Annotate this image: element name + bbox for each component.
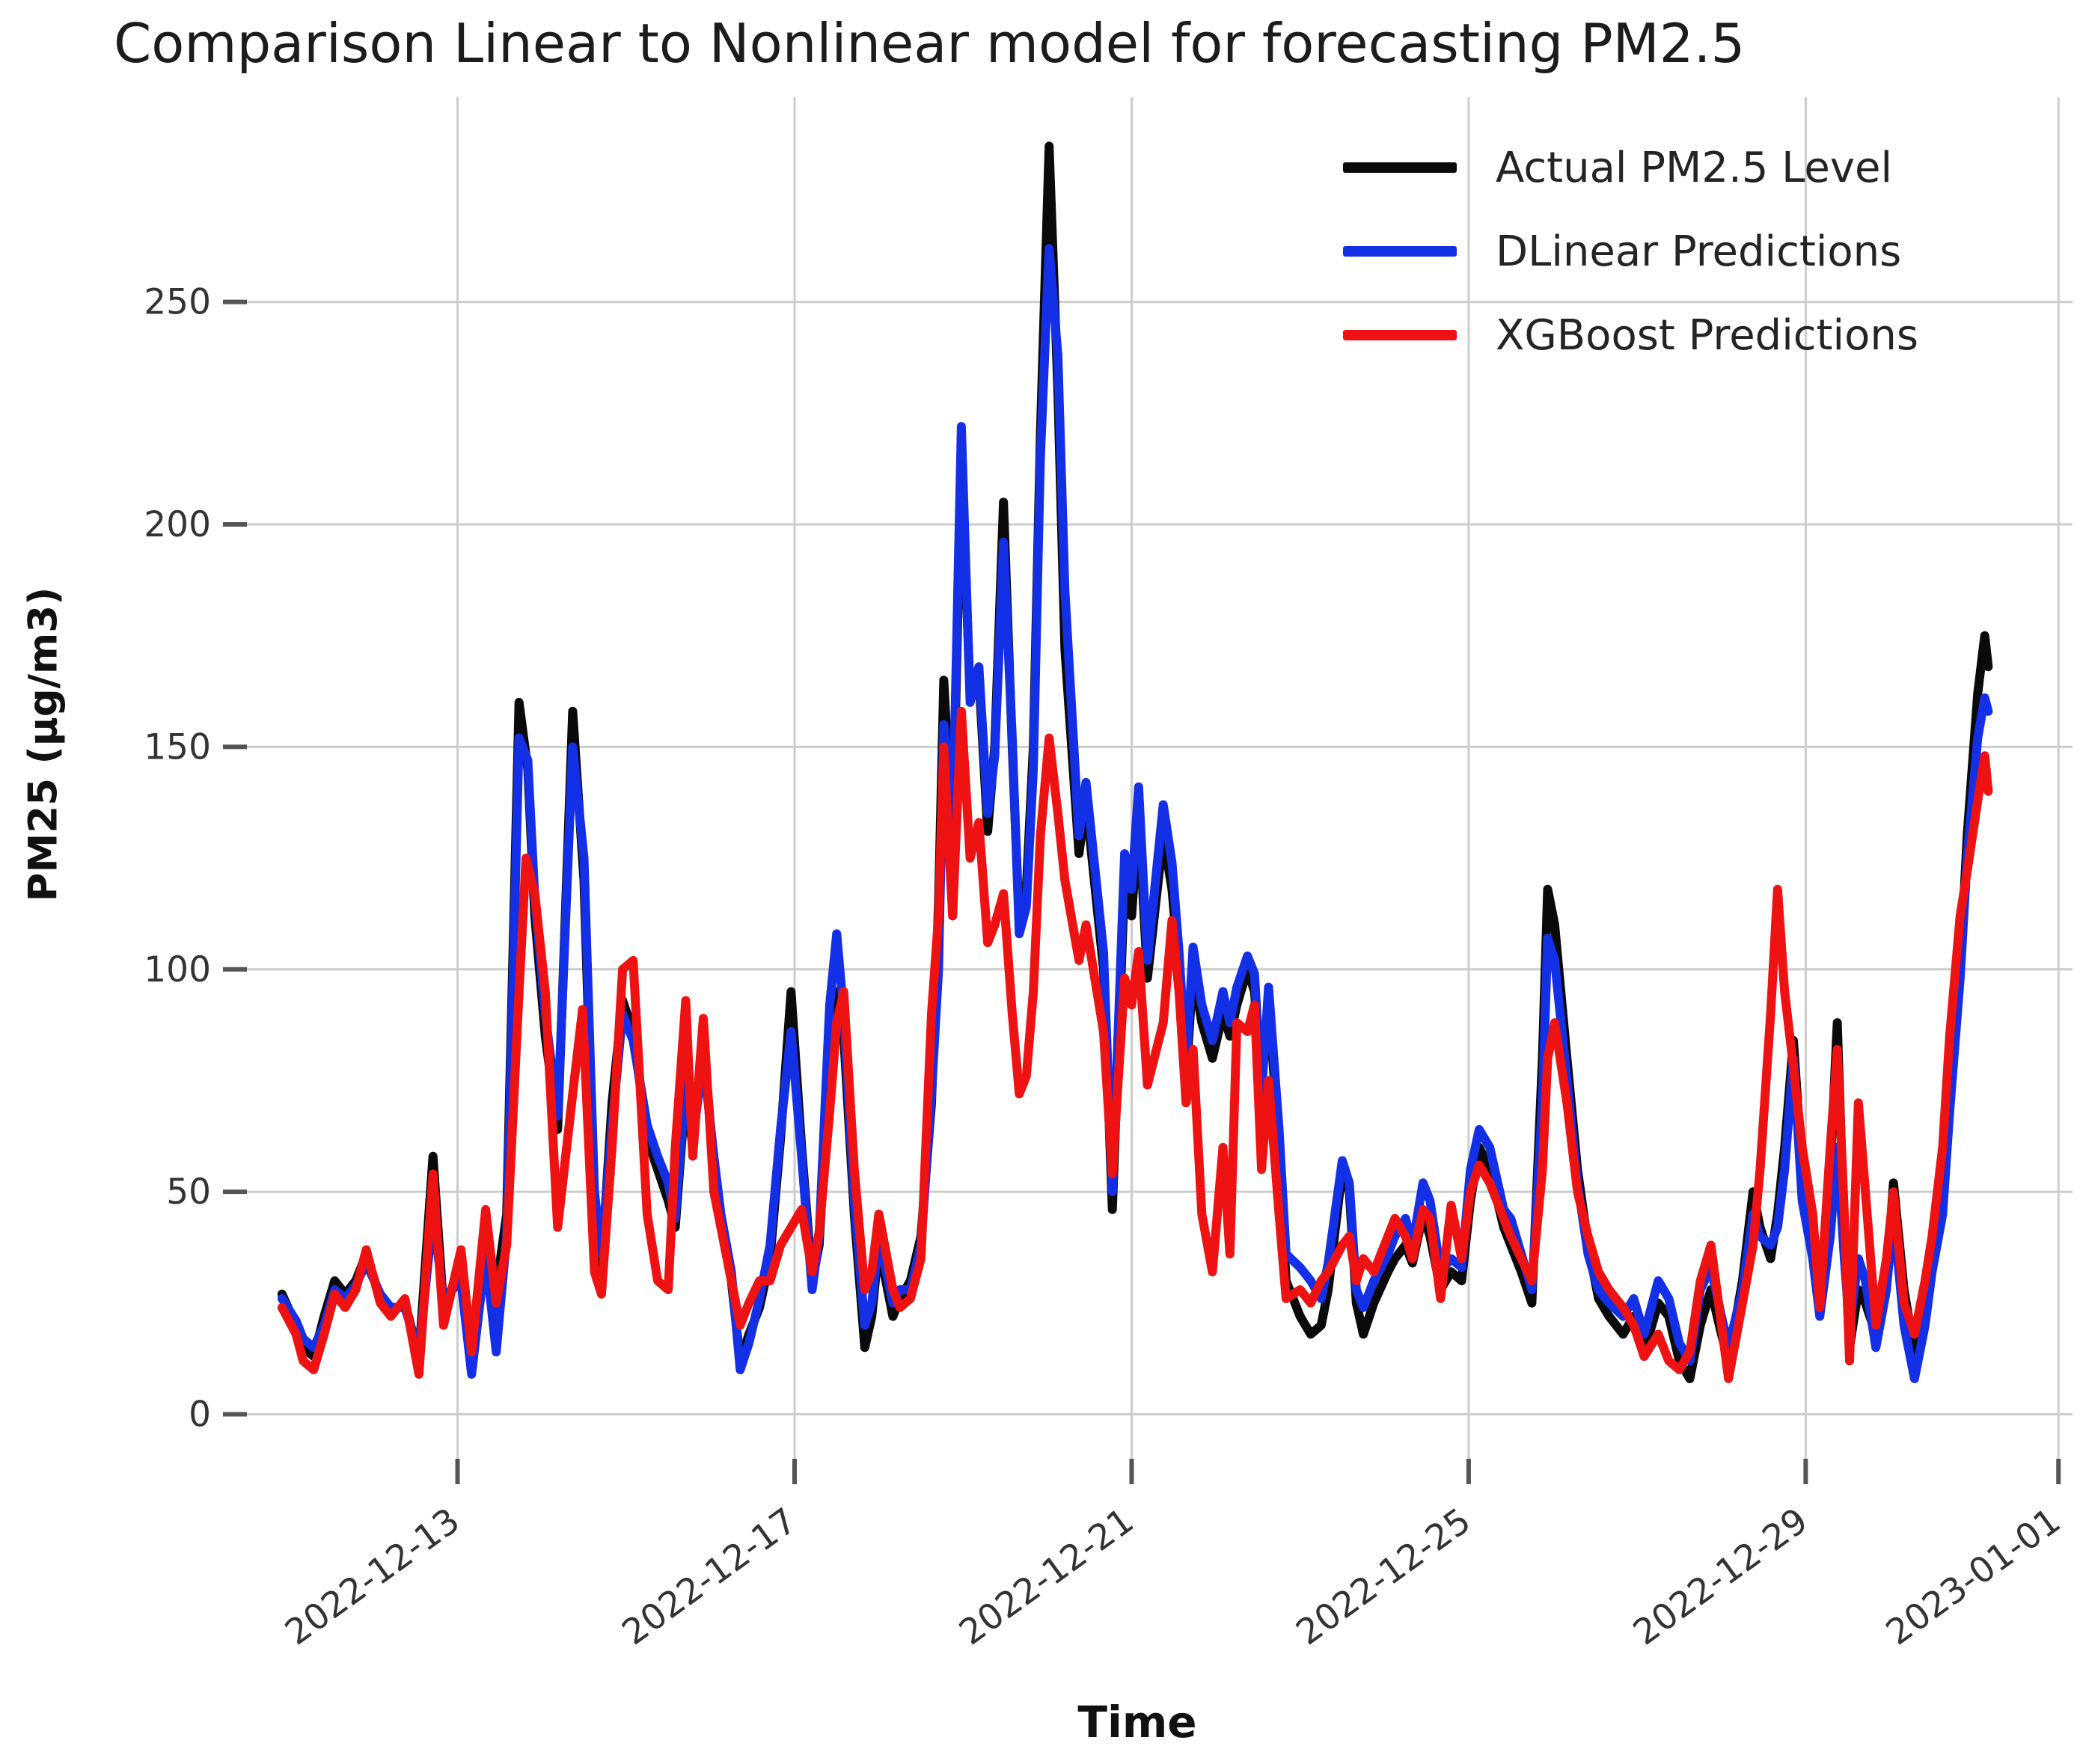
x-tick-label: 2022-12-17 [615,1500,804,1653]
y-tick-label: 150 [144,726,211,768]
y-tick-label: 0 [189,1394,211,1436]
y-tick-label: 250 [144,282,211,323]
x-tick-label: 2023-01-01 [1879,1500,2068,1653]
x-tick-label: 2022-12-13 [278,1500,467,1653]
legend-label: XGBoost Predictions [1496,310,1919,360]
legend-item-actual: Actual PM2.5 Level [1343,126,1918,209]
y-tick-label: 100 [144,949,211,990]
series-line-dlinear [277,244,1993,1383]
chart-title: Comparison Linear to Nonlinear model for… [114,12,1746,75]
dlinear-line-swatch-icon [1343,246,1457,257]
x-tick-label: 2022-12-25 [1289,1500,1478,1653]
y-axis-label: PM25 (µg/m3) [20,587,67,902]
xgboost-line-swatch-icon [1343,330,1457,340]
y-tick-label: 200 [144,504,211,545]
y-tick-label: 50 [166,1172,211,1213]
legend-item-xgboost: XGBoost Predictions [1343,293,1918,377]
legend-label: Actual PM2.5 Level [1496,143,1893,192]
actual-line-swatch-icon [1343,162,1457,173]
legend: Actual PM2.5 Level DLinear Predictions X… [1343,126,1918,377]
legend-item-dlinear: DLinear Predictions [1343,209,1918,293]
x-tick-label: 2022-12-21 [952,1500,1141,1653]
series-line-xgboost [277,706,1993,1383]
x-tick-label: 2022-12-29 [1626,1500,1815,1653]
legend-label: DLinear Predictions [1496,227,1902,276]
x-axis-label: Time [1077,1697,1197,1748]
